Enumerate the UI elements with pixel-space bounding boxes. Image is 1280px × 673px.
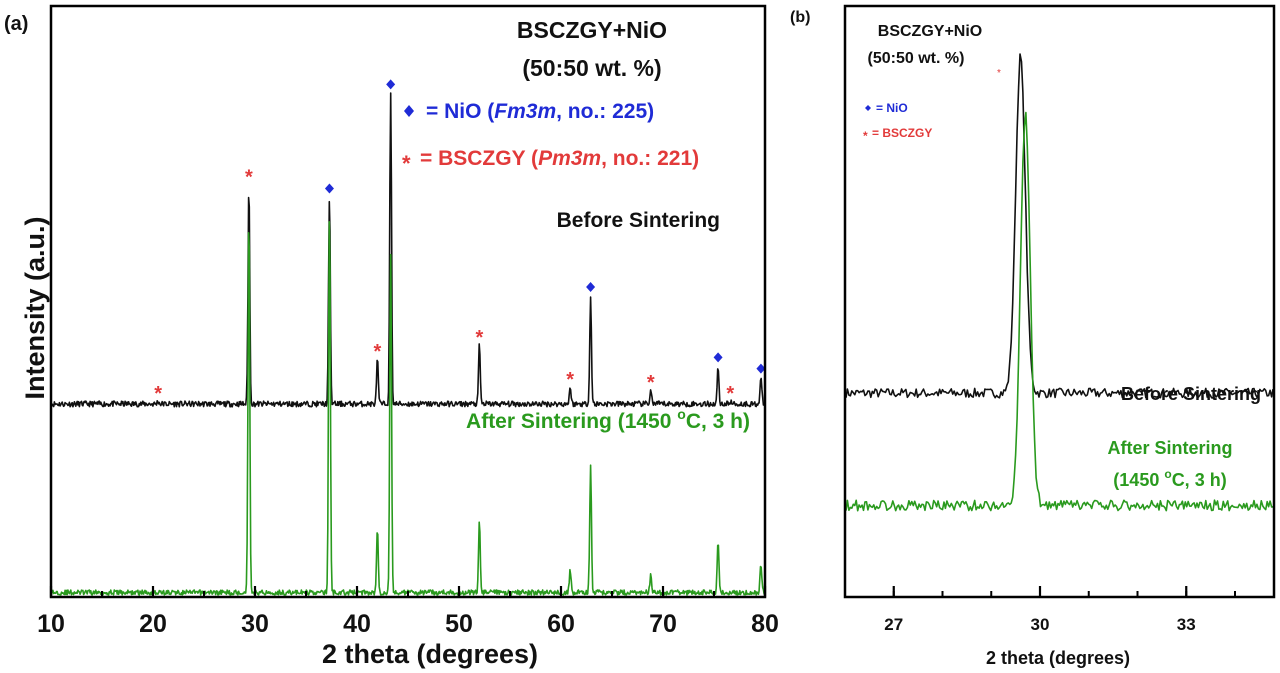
before-sintering-label-zoom: Before Sintering	[1121, 384, 1261, 404]
before-sintering-label: Before Sintering	[557, 209, 720, 232]
bsczgy-peak-marker: *	[566, 369, 574, 391]
x-axis-label: 2 theta (degrees)	[322, 639, 538, 669]
panel-b-label: (b)	[790, 9, 810, 26]
nio-peak-marker	[586, 281, 596, 292]
x-tick-label: 50	[445, 610, 473, 638]
after-cond-degree: o	[1164, 467, 1171, 481]
x-tick-label: 60	[547, 610, 575, 638]
legend-nio-space-group: Fm3m	[494, 100, 556, 123]
bsczgy-peak-marker: *	[374, 341, 382, 363]
phase-markers: * * * * * * *	[154, 79, 766, 405]
x-tick-label: 33	[1177, 615, 1196, 634]
x-tick-label: 70	[649, 610, 677, 638]
panel-b-frame	[843, 4, 1276, 599]
before-sintering-line-zoom	[845, 53, 1274, 399]
legend-bsczgy: = BSCZGY (Pm3m, no.: 221)	[420, 147, 699, 170]
x-tick-label: 20	[139, 610, 167, 638]
after-label-suffix: C, 3 h)	[686, 410, 750, 433]
title-line-2: (50:50 wt. %)	[522, 55, 661, 81]
x-tick-label: 10	[37, 610, 65, 638]
after-sintering-label: After Sintering (1450 oC, 3 h)	[466, 406, 750, 433]
after-cond-suffix: C, 3 h)	[1172, 470, 1227, 490]
after-label-prefix: After Sintering (1450	[466, 410, 677, 433]
legend-bsczgy-space-group: Pm3m	[538, 147, 601, 170]
x-tick-label: 30	[241, 610, 269, 638]
legend-nio-zoom: = NiO	[876, 101, 908, 115]
bsczgy-peak-marker: *	[245, 166, 253, 188]
legend-nio-suffix: , no.: 225)	[556, 100, 654, 123]
after-cond-prefix: (1450	[1113, 470, 1164, 490]
after-sintering-line	[50, 221, 766, 596]
bsczgy-peak-marker: *	[647, 372, 655, 394]
panel-a: (a) * * * * * * * 10 20 30 40 50 60 70 80 2 theta (de…	[4, 4, 779, 669]
after-sintering-conditions-zoom: (1450 oC, 3 h)	[1113, 467, 1226, 490]
before-sintering-line	[50, 92, 766, 408]
x-tick-label: 30	[1031, 615, 1050, 634]
nio-peak-marker	[756, 363, 766, 374]
nio-peak-marker	[324, 183, 334, 194]
legend-bsczgy-zoom: = BSCZGY	[872, 126, 932, 140]
title-line-2-zoom: (50:50 wt. %)	[868, 50, 965, 67]
x-tick-label: 80	[751, 610, 779, 638]
bsczgy-peak-marker: *	[476, 327, 484, 349]
legend-nio: = NiO (Fm3m, no.: 225)	[426, 100, 654, 123]
bsczgy-peak-marker: *	[726, 383, 734, 405]
after-sintering-line-zoom	[845, 111, 1273, 512]
title-line-1: BSCZGY+NiO	[517, 17, 667, 43]
x-tick-label: 27	[884, 615, 903, 634]
nio-diamond-icon	[404, 105, 414, 117]
after-sintering-label-zoom: After Sintering	[1107, 438, 1232, 458]
legend-nio-prefix: = NiO (	[426, 100, 494, 123]
panel-a-label: (a)	[4, 13, 28, 35]
bsczgy-asterisk-icon-zoom: *	[863, 129, 868, 143]
y-axis-label: Intensity (a.u.)	[20, 216, 50, 399]
nio-peak-marker	[386, 79, 396, 90]
after-label-degree: o	[677, 406, 686, 422]
bsczgy-asterisk-icon: *	[402, 151, 411, 176]
title-line-1-zoom: BSCZGY+NiO	[878, 23, 982, 40]
x-tick-label: 40	[343, 610, 371, 638]
legend-bsczgy-suffix: , no.: 221)	[601, 147, 699, 170]
peak-marker-zoom: *	[997, 68, 1001, 79]
panel-b: (b) * 27 30 33 2 theta (degrees) BSCZGY+Ni…	[790, 4, 1276, 668]
nio-diamond-icon-zoom	[865, 105, 871, 111]
x-axis-label-zoom: 2 theta (degrees)	[986, 648, 1130, 668]
x-axis-ticks: 10 20 30 40 50 60 70 80	[37, 586, 779, 638]
legend-bsczgy-prefix: = BSCZGY (	[420, 147, 538, 170]
panel-a-frame	[49, 4, 767, 599]
bsczgy-peak-marker: *	[154, 383, 162, 405]
nio-peak-marker	[713, 352, 723, 363]
x-axis-ticks-zoom: 27 30 33	[844, 586, 1236, 634]
